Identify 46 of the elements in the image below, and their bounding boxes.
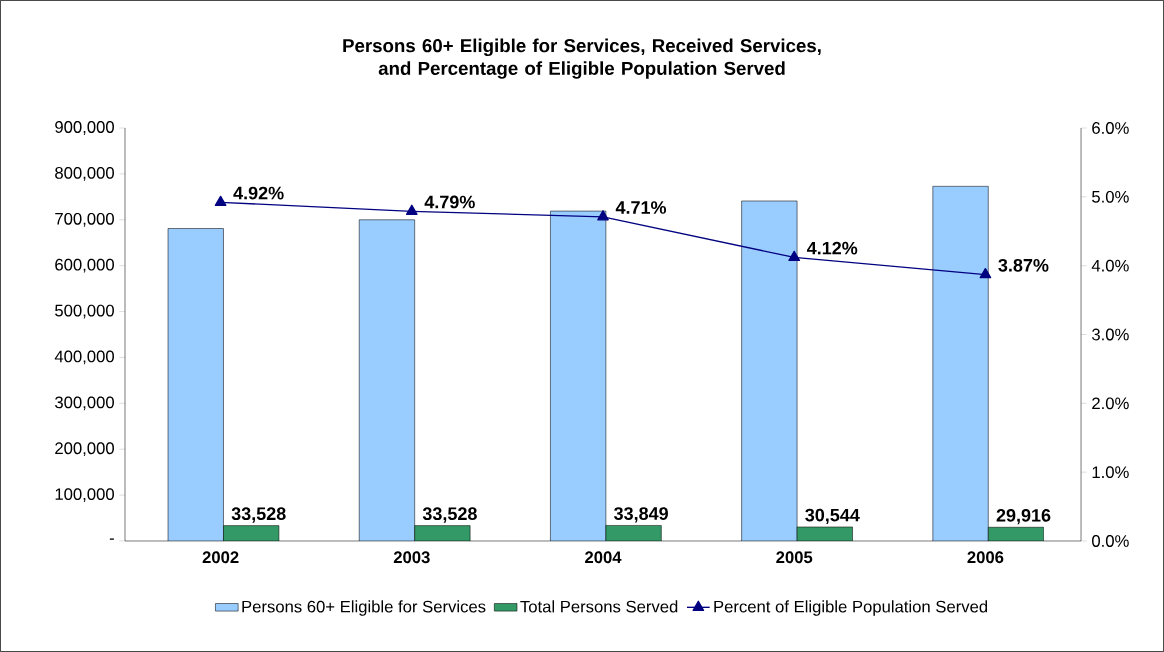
x-tick-label: 2004 [585, 551, 622, 564]
data-label: 30,544 [805, 508, 860, 525]
data-label: 33,528 [422, 507, 477, 523]
y-tick-label: 700,000 [55, 212, 114, 227]
y2-tick-label: 2.0% [1092, 397, 1129, 410]
bar [359, 219, 415, 541]
point [979, 267, 992, 279]
y-tick-label: 400,000 [54, 350, 114, 365]
data-label: 4.71% [615, 201, 667, 214]
point [405, 204, 418, 215]
y2-tick-label: 0.0% [1092, 535, 1129, 547]
bar [550, 211, 606, 541]
legend-label: Total Persons Served [520, 600, 678, 613]
bar [932, 186, 989, 541]
bar [168, 228, 224, 541]
y2-tick-label: 4.0% [1091, 259, 1129, 272]
point [597, 210, 609, 221]
x-tick-label: 2006 [967, 551, 1004, 564]
data-label: 33,528 [231, 507, 286, 523]
y-tick-label: - [109, 538, 114, 540]
data-label: 33,849 [614, 507, 668, 523]
point [214, 195, 227, 207]
legend-label: Persons 60+ Eligible for Services [242, 600, 486, 616]
y-tick-label: 900,000 [55, 121, 114, 135]
data-label: 3.87% [998, 258, 1049, 272]
y2-tick-label: 3.0% [1092, 328, 1129, 341]
y2-tick-label: 5.0% [1092, 190, 1129, 203]
y2-tick-label: 1.0% [1092, 466, 1129, 479]
data-label: 4.92% [233, 186, 284, 200]
x-tick-label: 2002 [202, 551, 239, 564]
y-tick-label: 300,000 [55, 396, 114, 411]
x-tick-label: 2003 [393, 551, 430, 564]
legend-label: Percent of Eligible Population Served [714, 600, 988, 616]
y2-tick-label: 6.0% [1092, 122, 1129, 134]
y-tick-label: 500,000 [55, 304, 114, 319]
data-label: 29,916 [996, 508, 1051, 525]
y-tick-label: 100,000 [55, 488, 114, 502]
bar [741, 200, 798, 541]
data-label: 4.79% [424, 195, 475, 209]
chart-title: Persons 60+ Eligible for Services, Received Services, and Percentage of Eligible Population Served [343, 38, 821, 79]
y-tick-label: 600,000 [55, 258, 114, 273]
y-tick-label: 200,000 [55, 442, 114, 457]
point [788, 250, 801, 262]
data-label: 4.12% [806, 241, 858, 255]
x-tick-label: 2005 [776, 551, 813, 564]
y-tick-label: 800,000 [55, 167, 114, 181]
